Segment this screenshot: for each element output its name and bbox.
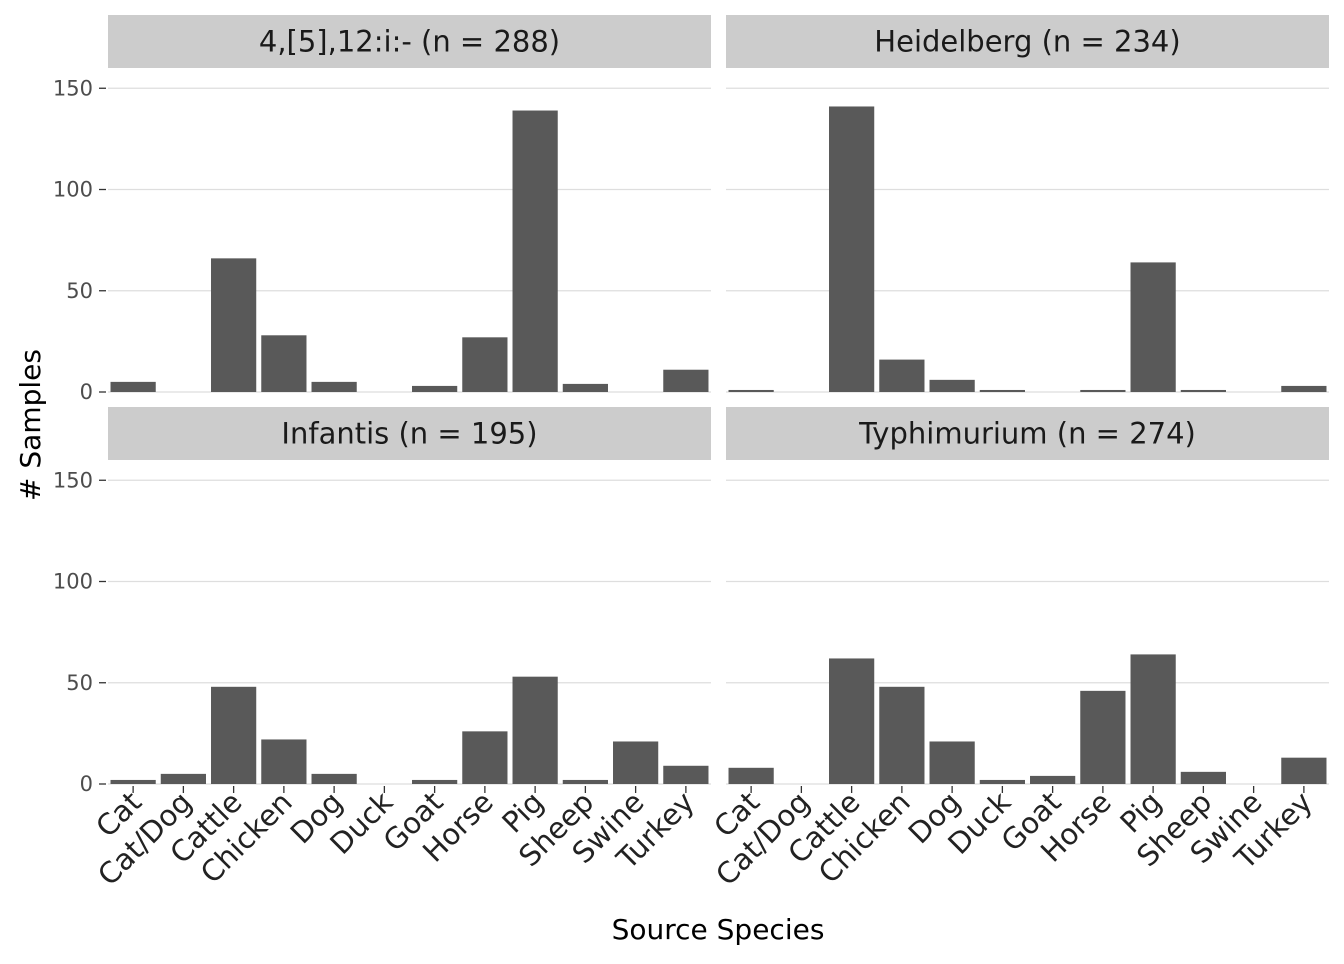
- bar: [412, 779, 458, 784]
- facet-title: Infantis (n = 195): [281, 417, 537, 451]
- bar: [1080, 690, 1126, 784]
- y-tick-label: 150: [53, 76, 93, 100]
- bar: [1030, 775, 1076, 784]
- bar: [979, 779, 1025, 784]
- panels: 4,[5],12:i:- (n = 288) Heidelberg (n = 23…: [108, 15, 1329, 785]
- bar: [829, 106, 875, 392]
- y-axis-title: # Samples: [14, 349, 47, 501]
- panel: Heidelberg (n = 234): [726, 15, 1329, 393]
- bar: [562, 383, 608, 392]
- y-tick-labels: 0 50 100 150 0 50 100 150: [53, 76, 106, 796]
- bar: [512, 110, 558, 393]
- facet-title: Typhimurium (n = 274): [858, 417, 1196, 451]
- bar: [1180, 389, 1226, 392]
- bar: [879, 359, 925, 392]
- x-axis-title: Source Species: [612, 913, 825, 946]
- bar: [728, 767, 774, 784]
- bar: [462, 337, 508, 392]
- y-tick-label: 100: [53, 570, 93, 594]
- bar: [1180, 771, 1226, 784]
- bar: [1130, 262, 1176, 392]
- y-tick-label: 50: [66, 671, 93, 695]
- facet-strip: [108, 15, 711, 68]
- bar: [929, 741, 975, 784]
- bar: [663, 369, 709, 392]
- bar: [1281, 385, 1327, 392]
- bar: [1130, 654, 1176, 784]
- bar: [160, 773, 206, 784]
- bar: [979, 389, 1025, 392]
- bar: [663, 765, 709, 784]
- panel: Typhimurium (n = 274): [726, 407, 1329, 785]
- bar: [311, 773, 357, 784]
- bar: [311, 381, 357, 392]
- bar: [929, 379, 975, 392]
- bar: [829, 658, 875, 784]
- bar: [110, 381, 156, 392]
- bar: [613, 741, 659, 784]
- bar: [562, 779, 608, 784]
- bar: [412, 385, 458, 392]
- y-tick-label: 0: [80, 772, 93, 796]
- bar: [211, 686, 257, 784]
- facet-strip: [108, 407, 711, 460]
- bar: [1080, 389, 1126, 392]
- x-tick-labels: CatCat/DogCattleChickenDogDuckGoatHorseP…: [89, 785, 1319, 892]
- bar: [728, 389, 774, 392]
- y-tick-label: 50: [66, 279, 93, 303]
- panel: Infantis (n = 195): [108, 407, 711, 785]
- bar: [110, 779, 156, 784]
- bar: [261, 739, 307, 784]
- bar: [211, 258, 257, 392]
- facet-title: 4,[5],12:i:- (n = 288): [259, 25, 560, 59]
- y-tick-label: 0: [80, 380, 93, 404]
- bar: [512, 676, 558, 784]
- y-tick-label: 150: [53, 468, 93, 492]
- facet-title: Heidelberg (n = 234): [874, 25, 1180, 59]
- facet-strip: [726, 15, 1329, 68]
- bar: [261, 335, 307, 392]
- y-tick-label: 100: [53, 178, 93, 202]
- bar: [462, 731, 508, 784]
- bar: [1281, 757, 1327, 784]
- panel: 4,[5],12:i:- (n = 288): [108, 15, 711, 393]
- bar: [879, 686, 925, 784]
- facet-strip: [726, 407, 1329, 460]
